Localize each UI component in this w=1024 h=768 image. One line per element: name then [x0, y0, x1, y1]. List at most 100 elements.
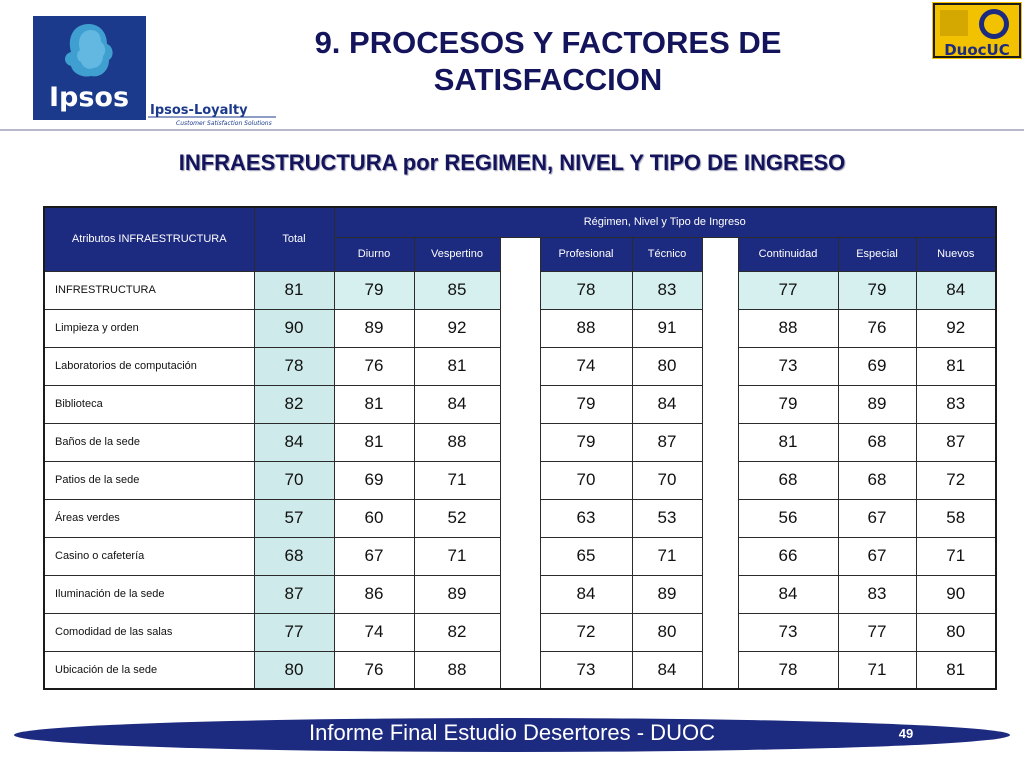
- cell-diurno: 81: [333, 422, 415, 462]
- column-spacer: [701, 423, 739, 461]
- cell-especial: 68: [837, 460, 917, 500]
- cell-profesional: 78: [539, 270, 633, 310]
- cell-diurno: 67: [333, 536, 415, 576]
- cell-profesional: 73: [539, 650, 633, 690]
- cell-continuidad: 68: [737, 460, 839, 500]
- row-label: Patios de la sede: [43, 460, 255, 500]
- cell-especial: 76: [837, 308, 917, 348]
- cell-tecnico: 89: [631, 574, 703, 614]
- header-group: Régimen, Nivel y Tipo de Ingreso: [333, 206, 997, 238]
- cell-especial: 89: [837, 384, 917, 424]
- column-spacer: [701, 537, 739, 575]
- column-spacer: [701, 499, 739, 537]
- cell-tecnico: 84: [631, 650, 703, 690]
- cell-nuevos: 92: [915, 308, 997, 348]
- ipsos-logo-text: Ipsos: [49, 82, 129, 113]
- cell-vespertino: 88: [413, 422, 501, 462]
- cell-tecnico: 91: [631, 308, 703, 348]
- cell-diurno: 69: [333, 460, 415, 500]
- cell-tecnico: 71: [631, 536, 703, 576]
- table-subtitle: INFRAESTRUCTURA por REGIMEN, NIVEL Y TIP…: [178, 150, 846, 175]
- cell-profesional: 65: [539, 536, 633, 576]
- row-label: Iluminación de la sede: [43, 574, 255, 614]
- column-spacer: [499, 613, 541, 651]
- row-label: Limpieza y orden: [43, 308, 255, 348]
- row-label: Ubicación de la sede: [43, 650, 255, 690]
- cell-continuidad: 78: [737, 650, 839, 690]
- subheader-vespertino: Vespertino: [413, 236, 501, 272]
- table-row: Biblioteca 82 81 84 79 84 79 89 83: [43, 384, 997, 424]
- table-row: Laboratorios de computación 78 76 81 74 80 73 6…: [43, 346, 997, 386]
- cell-profesional: 88: [539, 308, 633, 348]
- cell-tecnico: 80: [631, 612, 703, 652]
- column-spacer: [499, 423, 541, 461]
- column-spacer: [499, 237, 541, 271]
- column-spacer: [499, 537, 541, 575]
- cell-continuidad: 73: [737, 346, 839, 386]
- cell-profesional: 84: [539, 574, 633, 614]
- cell-vespertino: 82: [413, 612, 501, 652]
- column-spacer: [701, 651, 739, 689]
- row-label: Baños de la sede: [43, 422, 255, 462]
- cell-diurno: 86: [333, 574, 415, 614]
- table-row: Patios de la sede 70 69 71 70 70 68 68 72: [43, 460, 997, 500]
- cell-vespertino: 52: [413, 498, 501, 538]
- row-total: 82: [253, 384, 335, 424]
- cell-profesional: 79: [539, 384, 633, 424]
- duoc-logo: DuocUC: [932, 2, 1022, 59]
- row-total: 80: [253, 650, 335, 690]
- cell-diurno: 79: [333, 270, 415, 310]
- subheader-continuidad: Continuidad: [737, 236, 839, 272]
- cell-tecnico: 80: [631, 346, 703, 386]
- column-spacer: [701, 613, 739, 651]
- cell-profesional: 63: [539, 498, 633, 538]
- row-total: 78: [253, 346, 335, 386]
- cell-nuevos: 71: [915, 536, 997, 576]
- cell-tecnico: 53: [631, 498, 703, 538]
- cell-continuidad: 73: [737, 612, 839, 652]
- table-row: Comodidad de las salas 77 74 82 72 80 73 77 80: [43, 612, 997, 652]
- cell-vespertino: 71: [413, 460, 501, 500]
- infrastructure-table: Atributos INFRAESTRUCTURA Total Régimen,…: [43, 206, 997, 690]
- table-row: Casino o cafetería 68 67 71 65 71 66 67 71: [43, 536, 997, 576]
- column-spacer: [499, 271, 541, 309]
- cell-especial: 83: [837, 574, 917, 614]
- cell-tecnico: 84: [631, 384, 703, 424]
- column-spacer: [499, 575, 541, 613]
- table-row: Ubicación de la sede 80 76 88 73 84 78 71 81: [43, 650, 997, 690]
- page-number: 49: [898, 726, 914, 741]
- table-row: Iluminación de la sede 87 86 89 84 89 84 83 90: [43, 574, 997, 614]
- cell-especial: 67: [837, 536, 917, 576]
- cell-continuidad: 79: [737, 384, 839, 424]
- row-total: 57: [253, 498, 335, 538]
- subheader-diurno: Diurno: [333, 236, 415, 272]
- cell-vespertino: 92: [413, 308, 501, 348]
- subheader-tecnico: Técnico: [631, 236, 703, 272]
- column-spacer: [499, 347, 541, 385]
- table-row: Limpieza y orden 90 89 92 88 91 88 76 92: [43, 308, 997, 348]
- cell-nuevos: 80: [915, 612, 997, 652]
- row-label: Casino o cafetería: [43, 536, 255, 576]
- column-spacer: [701, 309, 739, 347]
- cell-continuidad: 84: [737, 574, 839, 614]
- cell-profesional: 74: [539, 346, 633, 386]
- header-divider: [0, 129, 1024, 131]
- cell-tecnico: 70: [631, 460, 703, 500]
- row-total: 84: [253, 422, 335, 462]
- subheader-especial: Especial: [837, 236, 917, 272]
- column-spacer: [499, 499, 541, 537]
- cell-continuidad: 56: [737, 498, 839, 538]
- page-title-line-1: 9. PROCESOS Y FACTORES DE: [314, 25, 782, 60]
- ipsos-loyalty-logo: Ipsos-Loyalty Customer Satisfaction Solu…: [148, 103, 276, 127]
- duoc-logo-text: DuocUC: [944, 41, 1010, 59]
- row-label: Laboratorios de computación: [43, 346, 255, 386]
- cell-vespertino: 88: [413, 650, 501, 690]
- cell-nuevos: 58: [915, 498, 997, 538]
- cell-continuidad: 88: [737, 308, 839, 348]
- cell-nuevos: 90: [915, 574, 997, 614]
- cell-nuevos: 87: [915, 422, 997, 462]
- cell-profesional: 72: [539, 612, 633, 652]
- cell-especial: 67: [837, 498, 917, 538]
- column-spacer: [499, 385, 541, 423]
- cell-vespertino: 71: [413, 536, 501, 576]
